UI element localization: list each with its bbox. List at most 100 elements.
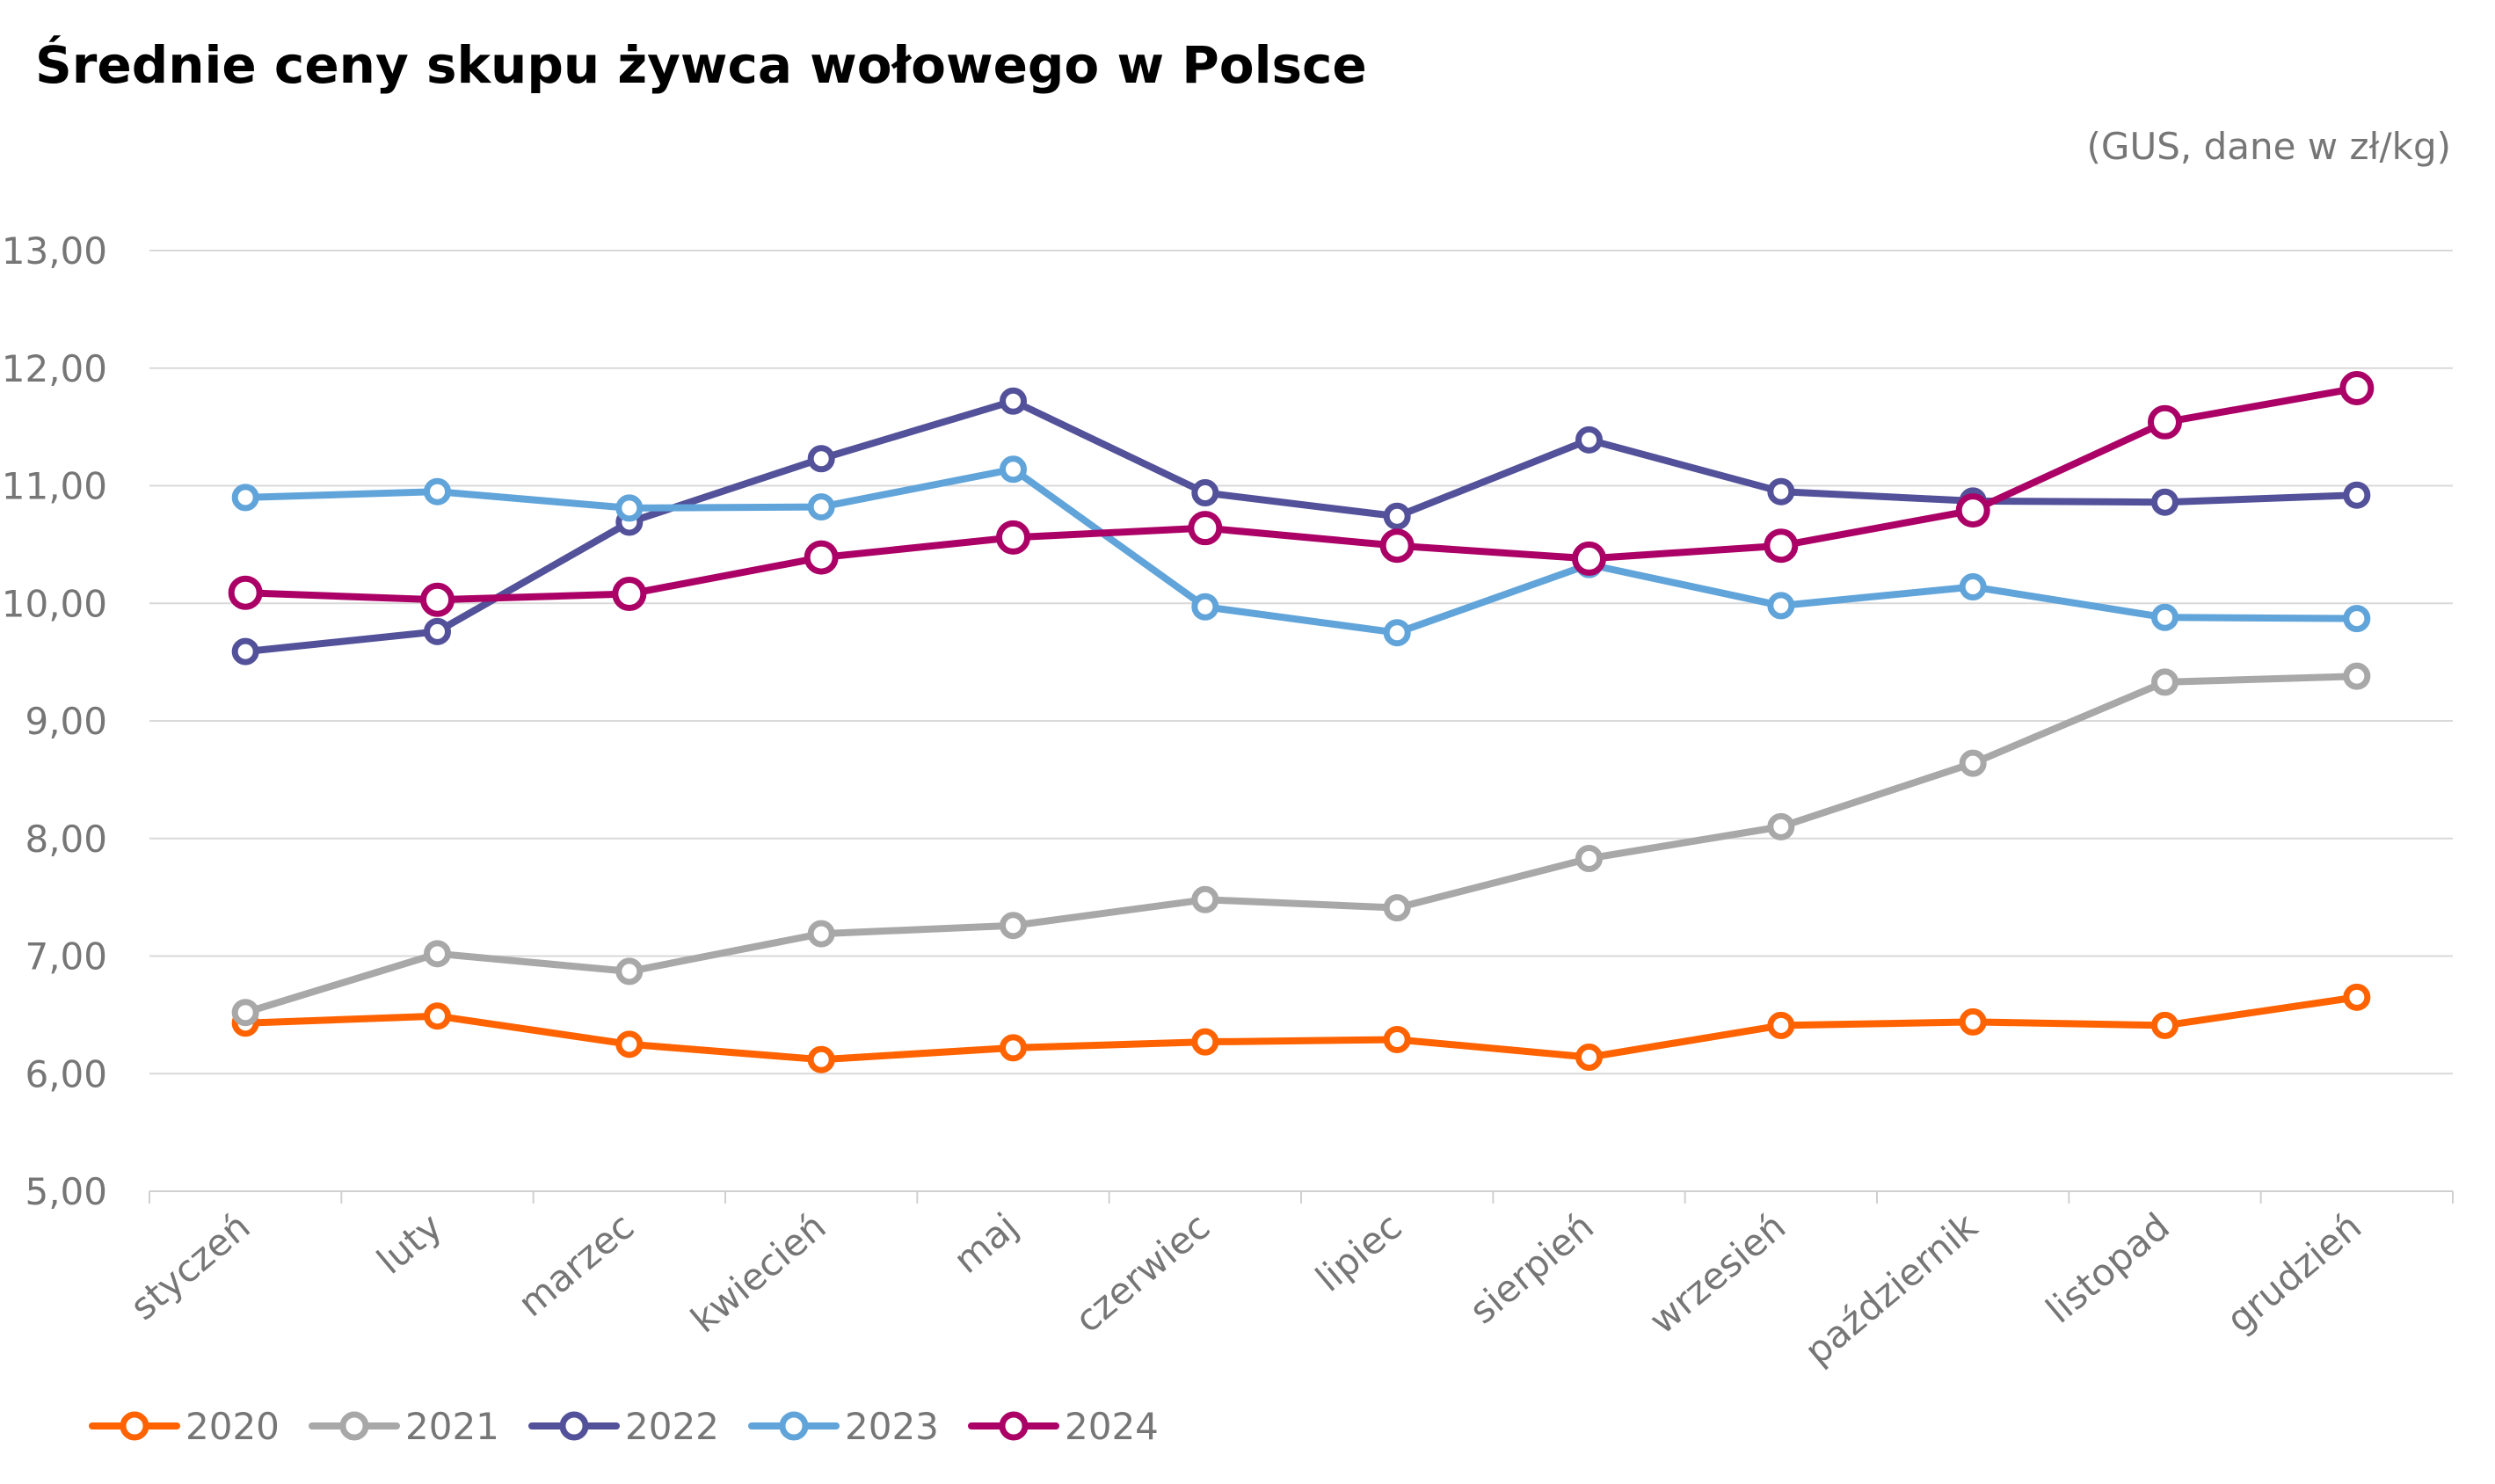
legend-marker [339,1411,369,1441]
data-point-2021 [1575,844,1603,872]
data-point-2021 [1959,749,1987,777]
legend-label: 2023 [845,1405,939,1448]
data-point-2020 [1767,1011,1795,1039]
series-line-2021 [242,673,2360,1016]
x-axis [149,1190,2454,1204]
data-point-2022 [231,637,259,666]
legend-marker [559,1411,589,1441]
y-axis-tick-labels: 5,00 6,00 7,00 8,00 9,00 10,00 11,00 12,00 13,00 [2,229,107,1213]
y-tick-label: 9,00 [25,700,107,743]
series-2023 [231,455,2371,647]
y-tick-label: 5,00 [25,1170,107,1213]
legend-label: 2021 [405,1405,499,1448]
legend-marker [779,1411,809,1441]
data-point-2021 [1383,894,1411,922]
grid-lines [149,250,2453,1075]
data-point-2024 [612,577,647,612]
x-tick-label: październik [1796,1204,1986,1373]
data-point-2021 [1191,885,1219,913]
data-point-2024 [1572,541,1606,576]
data-point-2022 [1383,502,1411,530]
y-tick-label: 13,00 [2,229,107,273]
data-point-2024 [804,540,839,575]
y-tick-label: 8,00 [25,818,107,861]
x-tick-label: luty [368,1204,449,1283]
x-tick-label: wrzesień [1641,1204,1794,1342]
data-point-2024 [2148,404,2182,440]
data-point-2020 [1191,1028,1219,1056]
legend: 2020 2021 2022 2023 2024 [89,1405,1159,1448]
series-lines [228,370,2375,1073]
data-point-2023 [2151,603,2179,631]
chart-subtitle: (GUS, dane w zł/kg) [2086,125,2451,168]
data-point-2020 [615,1030,644,1058]
data-point-2023 [424,477,451,506]
legend-item-2023: 2023 [748,1405,939,1448]
data-point-2021 [231,999,259,1027]
data-point-2024 [1764,528,1799,564]
y-tick-label: 11,00 [2,465,107,508]
data-point-2021 [2151,668,2179,696]
data-point-2020 [2151,1011,2179,1039]
series-line-2022 [242,397,2360,656]
y-tick-label: 10,00 [2,582,107,625]
data-point-2023 [1959,573,1987,601]
y-tick-label: 12,00 [2,347,107,390]
data-point-2021 [807,920,835,948]
data-point-2020 [2343,983,2371,1011]
data-point-2023 [615,494,644,522]
chart-title: Średnie ceny skupu żywca wołowego w Pols… [35,35,1367,95]
data-point-2022 [1575,426,1603,454]
data-point-2022 [1000,387,1027,415]
data-point-2023 [1767,592,1795,620]
legend-label: 2020 [185,1405,280,1448]
data-point-2023 [1383,619,1411,647]
data-point-2024 [228,575,263,610]
legend-item-2020: 2020 [89,1405,280,1448]
data-point-2024 [2339,370,2375,405]
x-tick-label: listopad [2038,1204,2178,1332]
data-point-2023 [1191,593,1219,621]
y-tick-label: 7,00 [25,935,107,978]
data-point-2021 [424,940,451,968]
data-point-2022 [1191,479,1219,507]
x-tick-label: styczeń [122,1204,258,1328]
x-tick-label: sierpień [1461,1204,1602,1332]
data-point-2024 [420,582,455,617]
data-point-2023 [2343,605,2371,633]
series-line-2024 [242,384,2360,604]
y-tick-label: 6,00 [25,1052,107,1095]
data-point-2020 [807,1045,835,1073]
data-point-2022 [2151,488,2179,516]
data-point-2020 [1959,1008,1987,1036]
data-point-2020 [1000,1034,1027,1062]
legend-marker [120,1411,149,1441]
legend-marker [999,1411,1029,1441]
data-point-2022 [807,445,835,473]
data-point-2020 [424,1002,451,1030]
data-point-2022 [424,617,451,645]
legend-item-2024: 2024 [968,1405,1159,1448]
series-2021 [231,662,2371,1027]
data-point-2024 [996,520,1030,555]
data-point-2024 [1188,511,1223,546]
data-point-2023 [807,493,835,521]
x-tick-label: lipiec [1307,1204,1409,1300]
x-tick-label: maj [945,1204,1025,1282]
series-2020 [231,983,2371,1073]
data-point-2021 [1767,812,1795,840]
data-point-2020 [1575,1044,1603,1072]
data-point-2023 [231,484,259,512]
legend-label: 2022 [625,1405,719,1448]
series-line-2020 [242,993,2360,1064]
x-tick-label: marzec [510,1204,642,1325]
data-point-2022 [2343,481,2371,509]
x-tick-label: kwiecień [683,1204,834,1341]
data-point-2020 [1383,1025,1411,1053]
x-tick-label: grudzień [2218,1204,2369,1341]
data-point-2021 [1000,912,1027,940]
legend-label: 2024 [1065,1405,1159,1448]
data-point-2022 [1767,477,1795,506]
data-point-2021 [2343,662,2371,690]
